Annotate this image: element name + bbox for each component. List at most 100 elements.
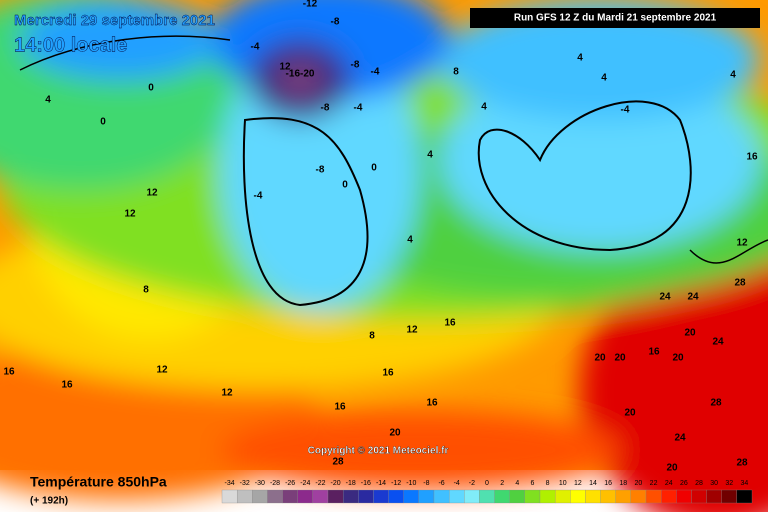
contour-label: 8 bbox=[453, 67, 459, 78]
legend-swatch bbox=[221, 489, 238, 504]
legend-tick-label: 12 bbox=[574, 480, 582, 487]
legend-tick-label: -12 bbox=[391, 480, 401, 487]
contour-label: 0 bbox=[148, 83, 154, 94]
legend-tick-label: -10 bbox=[406, 480, 416, 487]
legend-tick-label: -22 bbox=[315, 480, 325, 487]
legend-tick-label: -4 bbox=[454, 480, 460, 487]
contour-label: -8 bbox=[331, 17, 340, 28]
legend-swatch bbox=[342, 489, 359, 504]
legend-swatch bbox=[509, 489, 526, 504]
legend-swatch bbox=[312, 489, 329, 504]
legend-swatch bbox=[524, 489, 541, 504]
legend-tick-label: 14 bbox=[589, 480, 597, 487]
contour-label: 16 bbox=[426, 398, 438, 409]
contour-label: -4 bbox=[354, 103, 363, 114]
legend-tick-label: 30 bbox=[710, 480, 718, 487]
legend-tick-label: 22 bbox=[650, 480, 658, 487]
legend-swatch bbox=[418, 489, 435, 504]
contour-label: -16-20 bbox=[286, 69, 315, 80]
legend-swatch bbox=[585, 489, 601, 504]
contour-label: -4 bbox=[371, 67, 380, 78]
contour-label: 16 bbox=[746, 152, 758, 163]
contour-label: 24 bbox=[687, 292, 699, 303]
legend-swatch bbox=[600, 489, 616, 504]
contour-label: -4 bbox=[621, 105, 630, 116]
legend-swatch bbox=[236, 489, 253, 504]
contour-label: 4 bbox=[730, 70, 736, 81]
contour-label: 4 bbox=[427, 150, 433, 161]
legend-tick-label: 0 bbox=[485, 480, 489, 487]
contour-label: 8 bbox=[369, 331, 375, 342]
legend-tick-label: -32 bbox=[240, 480, 250, 487]
legend-swatch bbox=[358, 489, 374, 504]
run-box bbox=[470, 8, 760, 28]
contour-label: -8 bbox=[351, 60, 360, 71]
copyright: Copyright © 2021 Meteociel.fr bbox=[308, 446, 449, 457]
legend-tick-label: 2 bbox=[500, 480, 504, 487]
legend-tick-label: 24 bbox=[665, 480, 673, 487]
contour-label: -8 bbox=[316, 165, 325, 176]
contour-label: 20 bbox=[672, 353, 684, 364]
legend-tick-label: -34 bbox=[225, 480, 235, 487]
contour-label: 28 bbox=[736, 458, 748, 469]
legend-tick-label: -6 bbox=[438, 480, 444, 487]
contour-label: 12 bbox=[406, 325, 418, 336]
contour-label: 16 bbox=[334, 402, 346, 413]
contour-label: 20 bbox=[666, 463, 678, 474]
legend-swatch bbox=[645, 489, 662, 504]
legend-swatch bbox=[297, 489, 314, 504]
contour-label: 16 bbox=[648, 347, 660, 358]
contour-label: 4 bbox=[45, 95, 51, 106]
legend-swatch bbox=[554, 489, 571, 504]
legend-tick-label: -18 bbox=[346, 480, 356, 487]
time: 14:00 locale bbox=[14, 34, 127, 56]
legend-tick-label: -24 bbox=[300, 480, 310, 487]
contour-label: 12 bbox=[124, 209, 136, 220]
legend-swatch bbox=[282, 489, 298, 504]
legend-tick-label: 4 bbox=[515, 480, 519, 487]
legend-swatch bbox=[691, 489, 707, 504]
run-info: Run GFS 12 Z du Mardi 21 septembre 2021 bbox=[514, 13, 717, 24]
contour-label: 16 bbox=[3, 367, 15, 378]
legend-swatch bbox=[736, 489, 753, 504]
legend-title: Température 850hPa bbox=[30, 474, 167, 490]
contour-label: 12 bbox=[156, 365, 168, 376]
date: Mercredi 29 septembre 2021 bbox=[14, 12, 215, 29]
contour-label: 16 bbox=[61, 380, 73, 391]
legend-tick-label: 16 bbox=[604, 480, 612, 487]
legend-swatch bbox=[570, 489, 586, 504]
legend-swatch bbox=[252, 489, 268, 504]
contour-label: 28 bbox=[710, 398, 722, 409]
legend-swatch bbox=[615, 489, 632, 504]
contour-label: 16 bbox=[382, 368, 394, 379]
legend: -34 -32 -30 -28 -26 -24 -22 -20 -18 -16 -14 -12 -10-… bbox=[221, 480, 753, 504]
contour-label: 8 bbox=[143, 285, 149, 296]
legend-tick-label: -28 bbox=[270, 480, 280, 487]
legend-swatch bbox=[403, 489, 420, 504]
contour-label: 0 bbox=[100, 117, 106, 128]
contour-label: 28 bbox=[332, 457, 344, 468]
legend-swatch bbox=[267, 489, 283, 504]
legend-swatch bbox=[630, 489, 647, 504]
contour-label: 20 bbox=[624, 408, 636, 419]
contour-label: 24 bbox=[712, 337, 724, 348]
legend-swatch bbox=[479, 489, 495, 504]
contour-label: 4 bbox=[577, 53, 583, 64]
contour-label: 20 bbox=[389, 428, 401, 439]
legend-swatch bbox=[539, 489, 556, 504]
legend-tick-label: -30 bbox=[255, 480, 265, 487]
contour-label: 4 bbox=[481, 102, 487, 113]
contour-label: 0 bbox=[342, 180, 348, 191]
legend-tick-label: -16 bbox=[361, 480, 371, 487]
legend-swatch bbox=[494, 489, 510, 504]
contour-label: 4 bbox=[601, 73, 607, 84]
contour-label: -12 bbox=[303, 0, 318, 10]
contour-label: -8 bbox=[321, 103, 330, 114]
legend-tick-label: 28 bbox=[695, 480, 703, 487]
contour-label: 24 bbox=[659, 292, 671, 303]
legend-swatch bbox=[721, 489, 738, 504]
legend-swatch bbox=[373, 489, 389, 504]
legend-tick-label: 26 bbox=[680, 480, 688, 487]
